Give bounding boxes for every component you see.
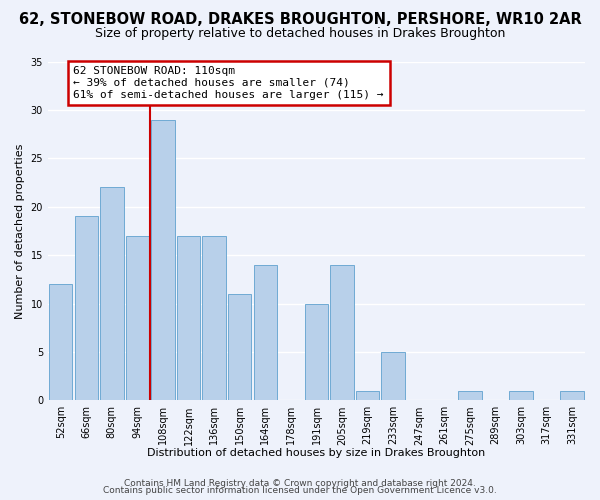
- Bar: [458, 390, 482, 400]
- Bar: [202, 236, 226, 400]
- Text: Contains public sector information licensed under the Open Government Licence v3: Contains public sector information licen…: [103, 486, 497, 495]
- Bar: [356, 390, 379, 400]
- Bar: [330, 265, 354, 400]
- Text: 62, STONEBOW ROAD, DRAKES BROUGHTON, PERSHORE, WR10 2AR: 62, STONEBOW ROAD, DRAKES BROUGHTON, PER…: [19, 12, 581, 28]
- Bar: [305, 304, 328, 400]
- Bar: [100, 188, 124, 400]
- X-axis label: Distribution of detached houses by size in Drakes Broughton: Distribution of detached houses by size …: [148, 448, 485, 458]
- Bar: [560, 390, 584, 400]
- Bar: [509, 390, 533, 400]
- Bar: [382, 352, 405, 401]
- Bar: [254, 265, 277, 400]
- Bar: [177, 236, 200, 400]
- Bar: [125, 236, 149, 400]
- Text: 62 STONEBOW ROAD: 110sqm
← 39% of detached houses are smaller (74)
61% of semi-d: 62 STONEBOW ROAD: 110sqm ← 39% of detach…: [73, 66, 384, 100]
- Bar: [228, 294, 251, 401]
- Y-axis label: Number of detached properties: Number of detached properties: [15, 143, 25, 318]
- Text: Contains HM Land Registry data © Crown copyright and database right 2024.: Contains HM Land Registry data © Crown c…: [124, 478, 476, 488]
- Bar: [49, 284, 73, 401]
- Text: Size of property relative to detached houses in Drakes Broughton: Size of property relative to detached ho…: [95, 28, 505, 40]
- Bar: [74, 216, 98, 400]
- Bar: [151, 120, 175, 400]
